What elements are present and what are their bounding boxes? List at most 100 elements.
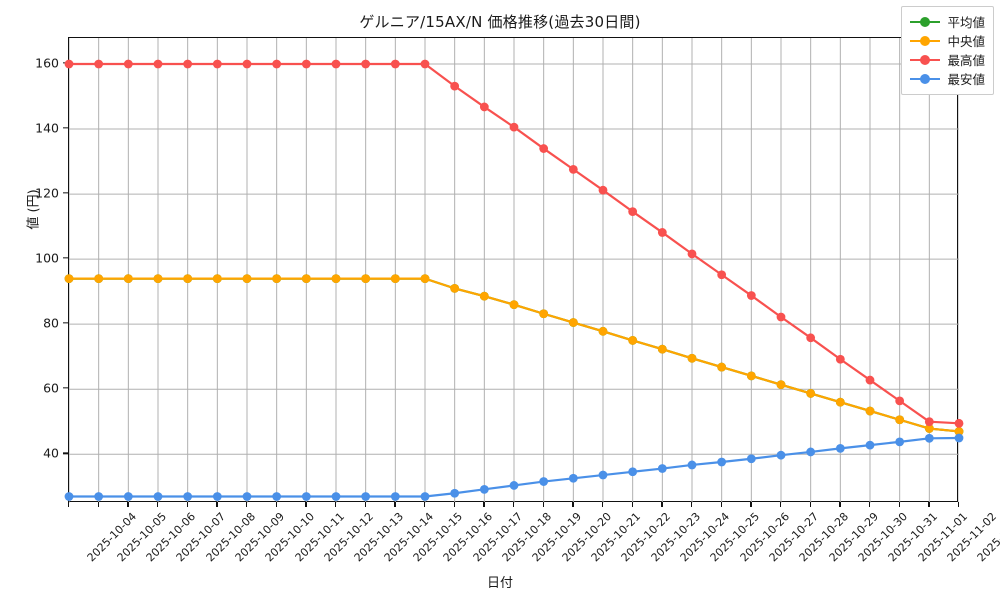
series-marker xyxy=(835,443,845,453)
series-marker xyxy=(568,318,578,327)
series-marker xyxy=(94,274,104,284)
series-marker xyxy=(420,59,430,69)
x-tick-mark xyxy=(246,502,248,507)
series-marker xyxy=(420,274,430,284)
series-marker xyxy=(835,354,845,364)
x-tick-mark xyxy=(97,502,99,507)
x-tick-mark xyxy=(513,502,515,507)
series-marker xyxy=(361,59,371,69)
series-marker xyxy=(272,59,282,69)
legend-item-4[interactable]: 最安値 xyxy=(910,69,985,88)
series-marker xyxy=(954,433,964,443)
x-tick-mark xyxy=(661,502,663,507)
series-marker xyxy=(123,274,133,284)
x-tick-mark xyxy=(602,502,604,507)
x-tick-mark xyxy=(394,502,396,507)
series-marker xyxy=(924,417,934,427)
series-marker xyxy=(598,185,608,195)
series-marker xyxy=(776,380,786,390)
x-tick-mark xyxy=(364,502,366,507)
y-tick-mark xyxy=(63,127,68,129)
series-marker xyxy=(479,102,489,112)
x-tick-mark xyxy=(928,502,930,507)
x-tick-mark xyxy=(958,502,960,507)
series-marker xyxy=(390,492,400,501)
series-marker xyxy=(390,274,400,284)
series-marker xyxy=(123,59,133,69)
series-marker xyxy=(479,291,489,301)
series-marker xyxy=(242,492,252,501)
x-tick-mark xyxy=(335,502,337,507)
series-marker xyxy=(865,375,875,385)
series-marker xyxy=(153,492,163,501)
x-tick-mark xyxy=(898,502,900,507)
x-tick-mark xyxy=(453,502,455,507)
series-marker xyxy=(479,484,489,494)
series-marker xyxy=(301,492,311,501)
series-marker xyxy=(598,326,608,336)
y-axis-ticks: 40 60 80 100 120 140 160 xyxy=(0,37,68,502)
series-marker xyxy=(212,59,222,69)
y-tick-label: 140 xyxy=(35,120,59,136)
series-marker xyxy=(301,274,311,284)
series-marker xyxy=(242,274,252,284)
series-marker xyxy=(687,460,697,470)
legend-item-1[interactable]: 平均値 xyxy=(910,12,985,31)
x-tick-mark xyxy=(483,502,485,507)
series-marker xyxy=(272,274,282,284)
y-tick-mark xyxy=(63,452,68,454)
legend-item-2[interactable]: 中央値 xyxy=(910,31,985,50)
series-marker xyxy=(509,300,519,310)
series-marker xyxy=(687,353,697,363)
y-tick-label: 160 xyxy=(35,55,59,71)
series-marker xyxy=(628,467,638,477)
series-marker xyxy=(183,492,193,501)
series-marker xyxy=(806,333,816,343)
series-marker xyxy=(746,454,756,464)
legend-label: 平均値 xyxy=(947,15,985,30)
series-marker xyxy=(776,312,786,322)
series-marker xyxy=(272,492,282,501)
series-marker xyxy=(64,492,74,501)
x-tick-mark xyxy=(127,502,129,507)
series-marker xyxy=(539,309,549,319)
y-tick-label: 40 xyxy=(43,445,59,461)
series-marker xyxy=(895,437,905,447)
gridlines xyxy=(69,38,959,503)
series-marker xyxy=(954,427,964,436)
legend-item-3[interactable]: 最高値 xyxy=(910,50,985,69)
series-marker xyxy=(331,274,341,284)
series-marker xyxy=(183,59,193,69)
x-tick-mark xyxy=(186,502,188,507)
series-marker xyxy=(212,492,222,501)
x-tick-mark xyxy=(305,502,307,507)
legend-swatch-icon xyxy=(910,72,941,86)
series-marker xyxy=(123,492,133,501)
series-4 xyxy=(64,433,964,501)
legend-label: 最安値 xyxy=(947,72,985,87)
series-marker xyxy=(895,415,905,425)
x-tick-mark xyxy=(275,502,277,507)
x-tick-mark xyxy=(750,502,752,507)
y-tick-label: 120 xyxy=(35,185,59,201)
series-marker xyxy=(746,291,756,300)
legend-label: 中央値 xyxy=(947,34,985,49)
series-marker xyxy=(153,274,163,284)
series-marker xyxy=(212,274,222,284)
y-tick-mark xyxy=(63,192,68,194)
series-marker xyxy=(450,283,460,293)
series-marker xyxy=(361,492,371,501)
series-marker xyxy=(568,473,578,483)
series-marker xyxy=(64,274,74,284)
x-tick-mark xyxy=(691,502,693,507)
series-marker xyxy=(568,164,578,174)
series-marker xyxy=(242,59,252,69)
series-marker xyxy=(924,424,934,433)
series-marker xyxy=(361,274,371,284)
series-marker xyxy=(717,270,727,280)
series-marker xyxy=(64,59,74,69)
series-marker xyxy=(598,470,608,480)
series-marker xyxy=(924,433,934,443)
series-marker xyxy=(865,406,875,416)
